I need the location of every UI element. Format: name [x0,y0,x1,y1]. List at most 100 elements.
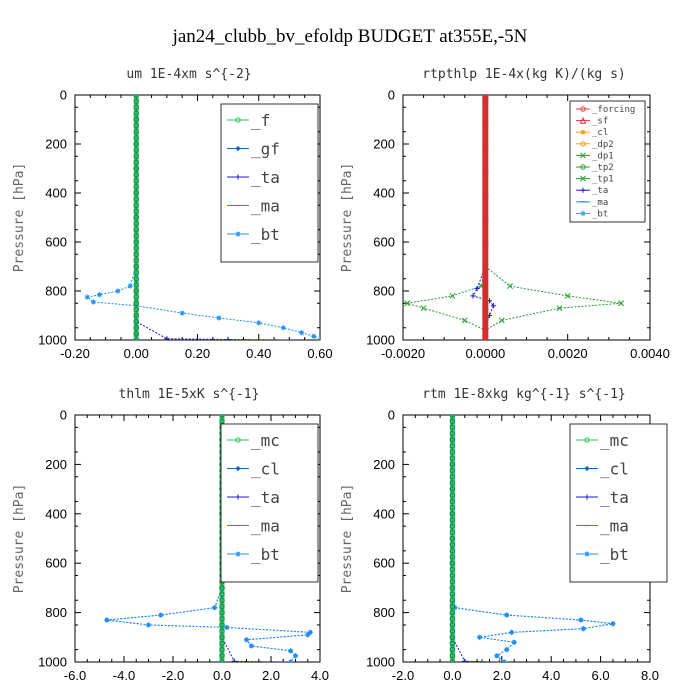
data-point [292,653,299,659]
data-point [490,303,497,309]
data-point [219,616,225,622]
data-point [564,292,571,299]
legend-label: _ma [251,197,280,216]
legend-label: _tp1 [592,175,614,185]
x-tick-label: -0.0020 [381,346,425,361]
data-point [133,141,139,147]
legend-label: _ta [592,186,608,196]
data-point [219,646,225,653]
x-tick-label: 0.0000 [465,346,505,361]
x-tick-label: 0.40 [246,346,271,361]
legend-marker [235,494,241,500]
data-point [104,617,110,623]
legend-label: _gf [251,140,280,159]
data-point [420,305,427,312]
data-point [231,658,237,662]
data-point [449,646,456,653]
data-point [133,331,139,337]
legend-marker [580,141,586,147]
legend-box [220,103,319,263]
data-point [449,292,456,299]
x-tick-label: 0.0 [443,668,461,683]
panel-title: rtm 1E-8xkg kg^{-1} s^{-1} [422,387,626,402]
x-tick-label: 6.0 [592,668,610,683]
y-tick-label: 600 [373,556,395,571]
data-point [133,147,139,153]
figure-title: jan24_clubb_bv_efoldp BUDGET at355E,-5N [172,26,528,47]
legend-label: _sf [592,117,608,127]
y-tick-label: 200 [45,137,67,152]
legend-label: _bt [251,225,280,244]
data-point [449,653,456,659]
legend-label: _ta [251,168,280,187]
data-point [133,288,139,294]
data-point [219,591,225,597]
data-point [243,637,250,643]
x-tick-label: -6.0 [64,668,86,683]
series-line-dp1 [406,95,486,340]
legend-box [220,423,319,583]
zero-line [482,95,489,340]
legend-label: _cl [592,128,608,138]
legend-marker [580,152,586,159]
legend-box [569,423,668,583]
data-point [212,605,218,611]
x-tick-label: 2.0 [493,668,511,683]
y-tick-label: 0 [388,408,395,423]
data-point [133,325,139,331]
data-point [133,251,139,257]
data-point [280,659,286,662]
data-point [449,415,456,418]
data-point [449,603,456,610]
data-point [219,597,225,603]
data-point [219,622,225,628]
data-point [256,659,262,662]
data-point [509,629,515,635]
legend-label: _dp1 [592,151,614,161]
data-point [90,299,96,305]
data-point [219,585,225,591]
legend: _f _gf _ta _ma _bt [220,103,319,263]
data-point [449,622,456,628]
y-tick-label: 1000 [38,333,67,348]
legend-label: _dp2 [592,140,614,150]
x-tick-label: 0.0020 [548,346,588,361]
x-tick-label: -2.0 [162,668,184,683]
data-point [133,263,139,270]
data-point [115,288,121,294]
data-point [133,129,139,135]
data-point [133,208,139,215]
data-point [133,98,139,104]
data-point [179,310,185,316]
data-point [256,320,262,326]
x-tick-label: 0.0040 [630,346,670,361]
data-point [133,337,139,340]
legend: _mc _cl _ta _ma _bt [569,423,668,583]
data-point [133,104,139,110]
data-point [133,122,139,129]
x-tick-label: -4.0 [113,668,135,683]
data-point [219,634,225,640]
panel-title: rtpthlp 1E-4x(kg K)/(kg s) [422,67,626,82]
data-point [449,480,456,486]
data-point [133,276,139,282]
chart-panel-1: um 1E-4xm s^{-2} Pressure [hPa] 0 200 400 600… [12,67,333,361]
data-point [449,609,456,616]
data-point [449,597,456,603]
y-tick-label: 400 [373,186,395,201]
zero-line [133,95,139,340]
legend-marker [580,106,586,112]
data-point [305,632,311,638]
data-point [133,245,139,251]
chart-panel-2: rtpthlp 1E-4x(kg K)/(kg s) Pressure [hPa]… [340,67,670,361]
y-tick-label: 400 [45,186,67,201]
data-point [449,616,456,622]
x-tick-label: -2.0 [392,668,414,683]
data-point [133,282,139,288]
data-point [449,560,456,566]
data-point [133,294,139,300]
legend-label: _cl [251,460,280,479]
data-point [225,336,231,340]
x-tick-label: 2.0 [262,668,280,683]
legend-marker [235,117,241,123]
